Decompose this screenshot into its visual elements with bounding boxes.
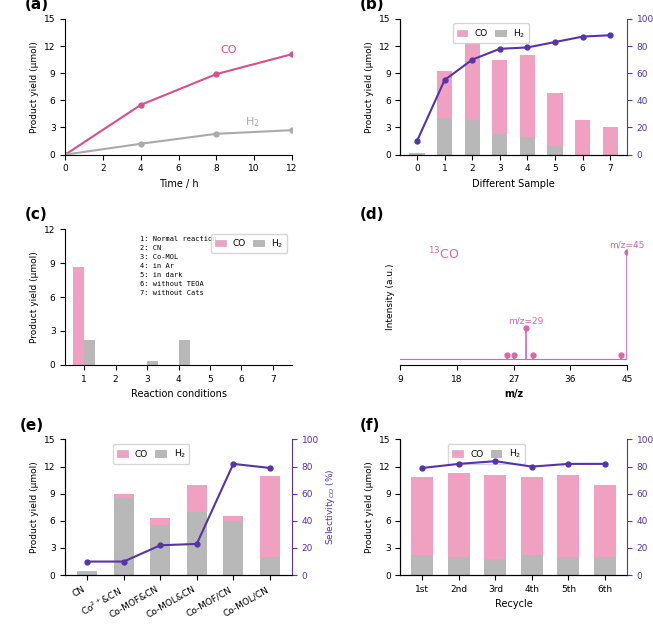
Text: $^{13}$CO: $^{13}$CO bbox=[428, 245, 459, 262]
Bar bbox=[223, 521, 244, 575]
Text: (f): (f) bbox=[360, 418, 380, 433]
Bar bbox=[465, 120, 480, 155]
Bar bbox=[558, 557, 579, 575]
Text: H$_2$: H$_2$ bbox=[245, 116, 259, 130]
Bar bbox=[84, 340, 95, 365]
Legend: CO, H$_2$: CO, H$_2$ bbox=[449, 444, 524, 464]
Text: CO: CO bbox=[220, 46, 236, 56]
Text: m/z=45: m/z=45 bbox=[609, 240, 645, 249]
Bar bbox=[178, 340, 189, 365]
Bar bbox=[409, 154, 424, 155]
Bar bbox=[223, 516, 244, 521]
Bar bbox=[521, 556, 543, 575]
Y-axis label: Selectivity$_{CO}$ (%): Selectivity$_{CO}$ (%) bbox=[325, 469, 337, 545]
Bar bbox=[77, 573, 97, 575]
Bar bbox=[448, 473, 470, 557]
Bar bbox=[520, 55, 535, 137]
Bar bbox=[485, 475, 506, 559]
Bar bbox=[520, 137, 535, 155]
Y-axis label: Product yield (μmol): Product yield (μmol) bbox=[29, 41, 39, 133]
Y-axis label: Intensity (a.u.): Intensity (a.u.) bbox=[386, 264, 395, 331]
Text: 1: Normal reaction
2: CN
3: Co-MOL
4: in Ar
5: in dark
6: without TEOA
7: withou: 1: Normal reaction 2: CN 3: Co-MOL 4: in… bbox=[140, 236, 217, 296]
Y-axis label: Product yield (μmol): Product yield (μmol) bbox=[29, 461, 39, 553]
Bar bbox=[150, 525, 170, 575]
Bar bbox=[411, 477, 434, 556]
X-axis label: Different Sample: Different Sample bbox=[472, 179, 555, 189]
Bar bbox=[594, 485, 616, 557]
Bar bbox=[492, 59, 507, 134]
Bar bbox=[547, 147, 563, 155]
Y-axis label: Product yield (μmol): Product yield (μmol) bbox=[29, 251, 39, 343]
Y-axis label: Product yield (μmol): Product yield (μmol) bbox=[364, 41, 374, 133]
X-axis label: Recycle: Recycle bbox=[495, 599, 533, 609]
Bar bbox=[465, 44, 480, 120]
Text: m/z=29: m/z=29 bbox=[509, 316, 544, 325]
Bar bbox=[187, 512, 207, 575]
Bar bbox=[558, 475, 579, 557]
Bar bbox=[114, 498, 134, 575]
Bar bbox=[437, 71, 453, 118]
Bar bbox=[260, 557, 280, 575]
Bar bbox=[603, 128, 618, 155]
Bar bbox=[437, 118, 453, 155]
Text: (b): (b) bbox=[360, 0, 385, 12]
Bar bbox=[411, 556, 434, 575]
X-axis label: Time / h: Time / h bbox=[159, 179, 199, 189]
Bar bbox=[448, 557, 470, 575]
Text: (e): (e) bbox=[20, 418, 44, 433]
Bar bbox=[485, 559, 506, 575]
Bar bbox=[77, 571, 97, 573]
Bar bbox=[187, 485, 207, 512]
Legend: CO, H$_2$: CO, H$_2$ bbox=[114, 444, 189, 464]
Y-axis label: Product yield (μmol): Product yield (μmol) bbox=[364, 461, 374, 553]
Bar bbox=[547, 93, 563, 147]
Text: (c): (c) bbox=[25, 207, 47, 222]
Bar bbox=[409, 153, 424, 154]
Bar bbox=[260, 476, 280, 557]
Bar bbox=[492, 134, 507, 155]
Bar bbox=[594, 557, 616, 575]
X-axis label: m/z: m/z bbox=[504, 389, 523, 399]
Bar bbox=[147, 362, 158, 365]
Text: (d): (d) bbox=[360, 207, 384, 222]
Bar bbox=[575, 120, 590, 155]
Bar bbox=[150, 518, 170, 525]
Bar bbox=[73, 267, 84, 365]
Bar bbox=[114, 494, 134, 498]
Bar bbox=[521, 477, 543, 556]
Legend: CO, H$_2$: CO, H$_2$ bbox=[211, 234, 287, 253]
X-axis label: Reaction conditions: Reaction conditions bbox=[131, 389, 227, 399]
Legend: CO, H$_2$: CO, H$_2$ bbox=[453, 23, 529, 43]
Text: (a): (a) bbox=[25, 0, 49, 12]
